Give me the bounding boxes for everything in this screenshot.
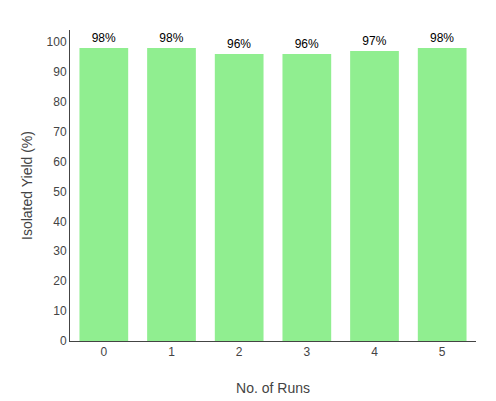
svg-text:2: 2 — [236, 345, 243, 359]
svg-text:5: 5 — [439, 345, 446, 359]
svg-text:10: 10 — [53, 304, 67, 318]
svg-text:0: 0 — [60, 334, 67, 348]
svg-text:80: 80 — [53, 95, 67, 109]
svg-text:1: 1 — [168, 345, 175, 359]
svg-text:30: 30 — [53, 244, 67, 258]
svg-text:50: 50 — [53, 185, 67, 199]
svg-text:98%: 98% — [430, 31, 454, 45]
svg-text:90: 90 — [53, 65, 67, 79]
svg-text:98%: 98% — [159, 31, 183, 45]
svg-text:96%: 96% — [295, 37, 319, 51]
svg-text:0: 0 — [100, 345, 107, 359]
svg-text:No. of Runs: No. of Runs — [236, 380, 310, 396]
svg-text:70: 70 — [53, 125, 67, 139]
svg-text:96%: 96% — [227, 37, 251, 51]
svg-text:3: 3 — [303, 345, 310, 359]
svg-text:Isolated Yield (%): Isolated Yield (%) — [19, 131, 35, 240]
svg-text:98%: 98% — [92, 31, 116, 45]
svg-text:97%: 97% — [362, 34, 386, 48]
svg-text:40: 40 — [53, 215, 67, 229]
svg-text:60: 60 — [53, 155, 67, 169]
svg-text:20: 20 — [53, 274, 67, 288]
svg-text:100: 100 — [47, 35, 67, 49]
svg-text:4: 4 — [371, 345, 378, 359]
